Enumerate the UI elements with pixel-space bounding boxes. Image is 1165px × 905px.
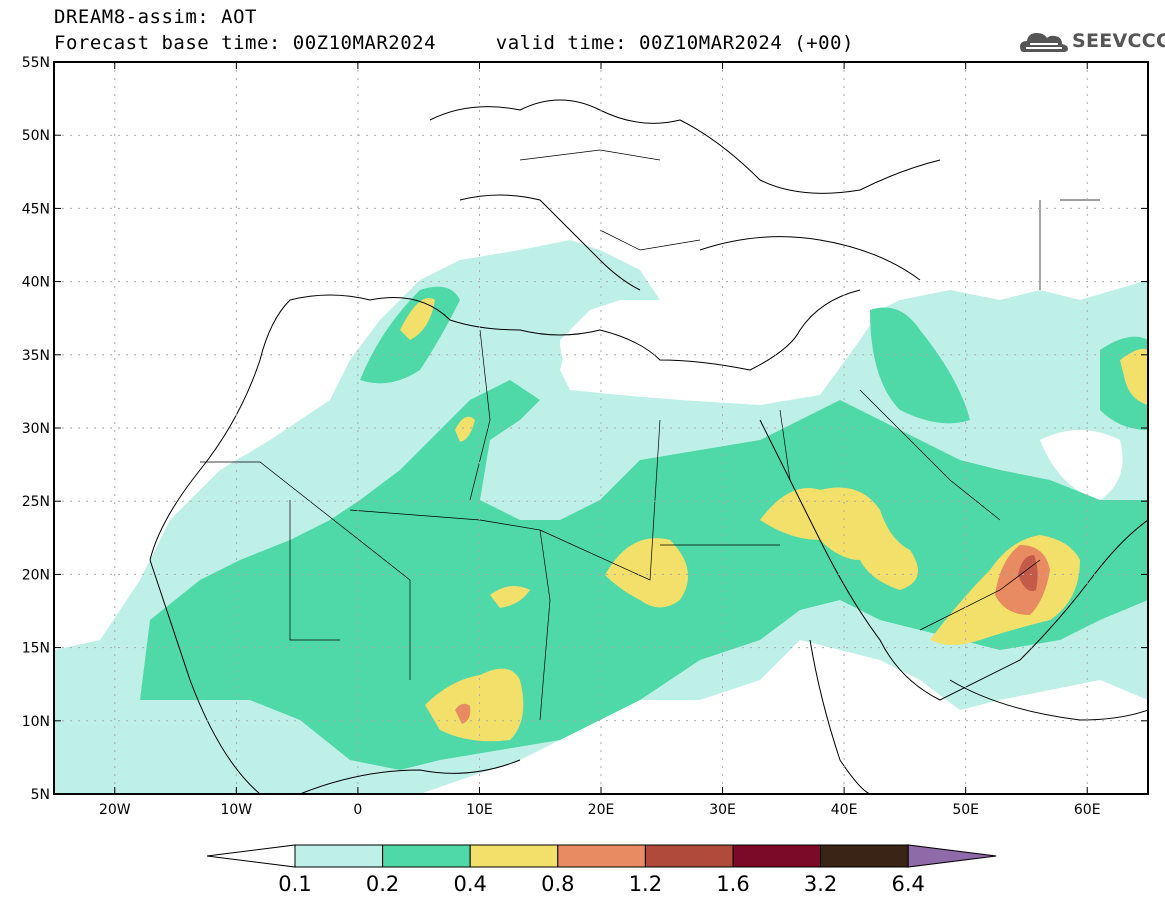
colorbar-swatch xyxy=(469,844,559,868)
lat-tick-label: 10N xyxy=(22,714,50,730)
lon-tick-label: 10E xyxy=(466,802,493,818)
country-borders xyxy=(200,149,1100,721)
colorbar-labels: 0.1 0.2 0.4 0.8 1.2 1.6 3.2 6.4 xyxy=(278,872,925,896)
colorbar-swatch xyxy=(644,844,734,868)
lon-tick-label: 20W xyxy=(99,802,131,818)
aot-level-3-area xyxy=(400,298,435,340)
lat-tick-label: 45N xyxy=(22,201,50,217)
time-info: Forecast base time: 00Z10MAR2024 valid t… xyxy=(54,32,854,54)
colorbar-swatch xyxy=(294,844,384,868)
cloud-logo-icon xyxy=(1020,33,1068,52)
axis-ticks xyxy=(54,61,1148,795)
lon-tick-labels: 20W 10W 0 10E 20E 30E 40E 50E 60E xyxy=(99,802,1101,818)
lat-tick-label: 40N xyxy=(22,275,50,291)
aot-level-3-area xyxy=(455,416,475,442)
colorbar-over-arrow xyxy=(907,844,997,868)
aot-level-3-area xyxy=(425,668,524,742)
colorbar-level-label: 0.1 xyxy=(278,872,311,896)
low-aot-area xyxy=(1040,430,1123,500)
lat-tick-label: 30N xyxy=(22,421,50,437)
colorbar-swatch xyxy=(820,844,909,868)
colorbar xyxy=(206,844,997,868)
lon-tick-label: 60E xyxy=(1074,802,1101,818)
colorbar-level-label: 0.4 xyxy=(453,872,486,896)
lat-tick-label: 35N xyxy=(22,348,50,364)
lon-tick-label: 50E xyxy=(952,802,979,818)
colorbar-level-label: 1.6 xyxy=(716,872,749,896)
lat-tick-label: 20N xyxy=(22,567,50,583)
coastlines xyxy=(149,99,1148,794)
aot-level-3-area xyxy=(605,538,688,608)
lon-tick-label: 30E xyxy=(709,802,736,818)
aot-level-3-area xyxy=(490,586,530,608)
logo-text: SEEVCCC xyxy=(1072,30,1165,52)
lat-tick-labels: 55N 50N 45N 40N 35N 30N 25N 20N 15N 10N 5N xyxy=(22,55,50,803)
aot-level-5-area xyxy=(1018,555,1038,591)
colorbar-swatch xyxy=(732,844,822,868)
lon-tick-label: 10W xyxy=(220,802,252,818)
forecast-base-time: Forecast base time: 00Z10MAR2024 xyxy=(54,32,437,54)
colorbar-level-label: 1.2 xyxy=(629,872,662,896)
lon-tick-label: 20E xyxy=(588,802,615,818)
colorbar-level-label: 6.4 xyxy=(891,872,924,896)
lat-tick-label: 25N xyxy=(22,494,50,510)
aot-level-2-area xyxy=(870,307,970,424)
colorbar-level-label: 0.2 xyxy=(366,872,399,896)
lat-tick-label: 55N xyxy=(22,55,50,71)
colorbar-swatch xyxy=(557,844,646,868)
aot-level-3-area xyxy=(760,487,918,590)
lat-tick-label: 50N xyxy=(22,128,50,144)
colorbar-level-label: 3.2 xyxy=(804,872,837,896)
colorbar-level-label: 0.8 xyxy=(541,872,574,896)
lat-tick-label: 15N xyxy=(22,641,50,657)
colorbar-under-arrow xyxy=(206,844,296,868)
lon-tick-label: 0 xyxy=(353,802,362,818)
lon-tick-label: 40E xyxy=(831,802,858,818)
low-aot-area xyxy=(560,313,700,390)
map-title: DREAM8-assim: AOT xyxy=(54,6,257,28)
lat-tick-label: 5N xyxy=(31,787,50,803)
colorbar-swatch xyxy=(382,844,471,868)
grid-lines xyxy=(54,61,1148,795)
aot-level-4-area xyxy=(455,703,471,724)
aot-level-3-area xyxy=(1120,348,1148,405)
valid-time: valid time: 00Z10MAR2024 (+00) xyxy=(495,32,854,54)
aot-field xyxy=(54,240,1148,794)
